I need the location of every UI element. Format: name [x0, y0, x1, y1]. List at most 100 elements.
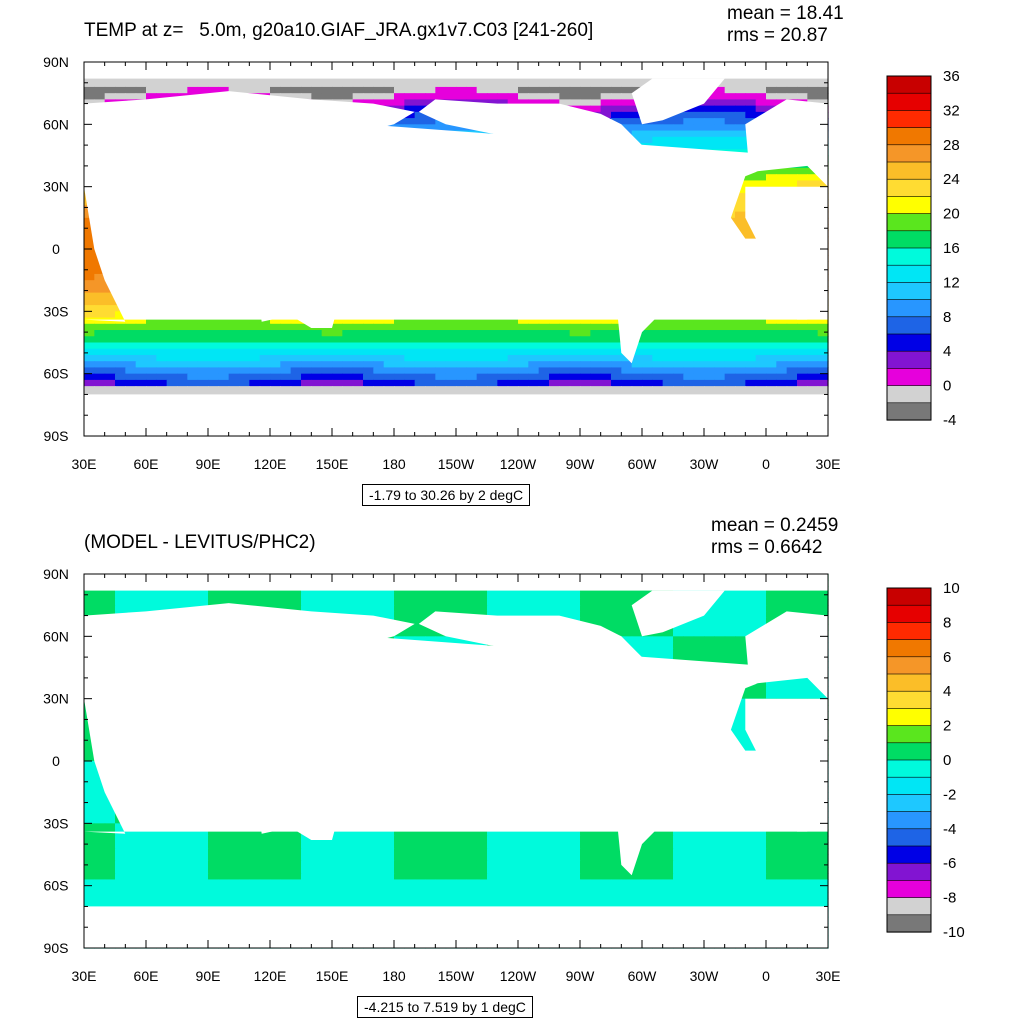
field-cell	[797, 367, 808, 375]
field-cell	[197, 342, 209, 350]
field-cell	[797, 167, 808, 175]
field-cell	[435, 317, 447, 325]
field-cell	[776, 317, 788, 325]
field-cell	[332, 592, 343, 600]
field-cell	[518, 354, 529, 362]
field-cell	[569, 348, 581, 356]
field-cell	[817, 336, 829, 344]
field-cell	[373, 379, 385, 387]
field-cell	[631, 373, 643, 381]
field-cell	[352, 598, 364, 606]
field-cell	[332, 605, 343, 612]
field-cell	[414, 93, 426, 100]
field-cell	[683, 373, 695, 381]
field-cell	[507, 99, 519, 107]
field-cell	[507, 611, 519, 619]
field-cell	[363, 348, 374, 356]
field-cell	[94, 86, 106, 94]
field-cell	[538, 373, 550, 381]
x-tick-label: 180	[382, 456, 406, 472]
field-cell	[631, 124, 643, 132]
field-cell	[197, 323, 209, 331]
field-cell	[538, 317, 550, 325]
field-cell	[642, 136, 653, 144]
field-cell	[673, 111, 684, 119]
field-cell	[177, 80, 188, 88]
field-cell	[662, 118, 674, 125]
field-cell	[600, 323, 612, 331]
field-cell	[755, 354, 767, 362]
field-cell	[146, 86, 157, 94]
field-cell	[590, 598, 602, 606]
field-cell	[342, 386, 354, 393]
field-cell	[735, 336, 746, 344]
field-cell	[146, 342, 157, 350]
field-cell	[631, 592, 643, 600]
field-cell	[549, 336, 560, 344]
field-cell	[301, 330, 312, 337]
field-cell	[507, 317, 519, 325]
colorbar-swatch	[886, 385, 932, 404]
field-cell	[166, 605, 178, 612]
field-cell	[590, 348, 602, 356]
field-cell	[559, 598, 571, 606]
field-cell	[352, 386, 364, 393]
field-cell	[394, 373, 405, 381]
field-cell	[621, 105, 633, 113]
field-cell	[445, 86, 457, 94]
field-cell	[466, 93, 478, 100]
field-cell	[569, 605, 581, 612]
field-cell	[662, 386, 674, 393]
field-cell	[84, 298, 95, 306]
land-shape	[249, 242, 332, 266]
field-cell	[228, 336, 240, 344]
field-cell	[693, 336, 705, 344]
field-cell	[476, 605, 488, 612]
field-cell	[714, 361, 726, 369]
field-cell	[704, 124, 715, 132]
field-cell	[218, 592, 230, 600]
field-cell	[383, 348, 395, 356]
field-cell	[404, 336, 416, 344]
field-cell	[714, 143, 726, 150]
field-cell	[311, 386, 323, 393]
field-cell	[621, 373, 633, 381]
field-cell	[600, 330, 612, 337]
contour-info: -1.79 to 30.26 by 2 degC	[362, 484, 531, 506]
field-cell	[456, 330, 467, 337]
field-cell	[394, 330, 405, 337]
field-cell	[559, 317, 571, 325]
field-cell	[662, 336, 674, 344]
field-cell	[249, 342, 261, 350]
field-cell	[125, 86, 137, 94]
field-cell	[487, 354, 498, 362]
field-cell	[497, 99, 509, 107]
field-cell	[363, 80, 374, 88]
field-cell	[714, 386, 726, 393]
field-cell	[280, 93, 292, 100]
field-cell	[817, 323, 829, 331]
field-cell	[786, 354, 798, 362]
field-cell	[270, 373, 281, 381]
field-cell	[693, 373, 705, 381]
field-cell	[590, 93, 602, 100]
field-cell	[456, 323, 467, 331]
field-cell	[249, 361, 261, 369]
field-cell	[507, 605, 519, 612]
mean-label: mean = 0.2459	[711, 515, 839, 536]
field-cell	[683, 348, 695, 356]
field-cell	[187, 330, 199, 337]
field-cell	[786, 323, 798, 331]
field-cell	[84, 217, 95, 225]
field-cell	[125, 367, 137, 375]
field-cell	[528, 373, 540, 381]
colorbar-swatch	[886, 368, 932, 387]
field-cell	[259, 323, 271, 331]
field-cell	[683, 124, 695, 132]
field-cell	[239, 342, 250, 350]
panel-title: (MODEL - LEVITUS/PHC2)	[84, 532, 316, 553]
field-cell	[724, 598, 736, 606]
field-cell	[724, 93, 736, 100]
field-cell	[745, 99, 757, 107]
field-cell	[528, 323, 540, 331]
